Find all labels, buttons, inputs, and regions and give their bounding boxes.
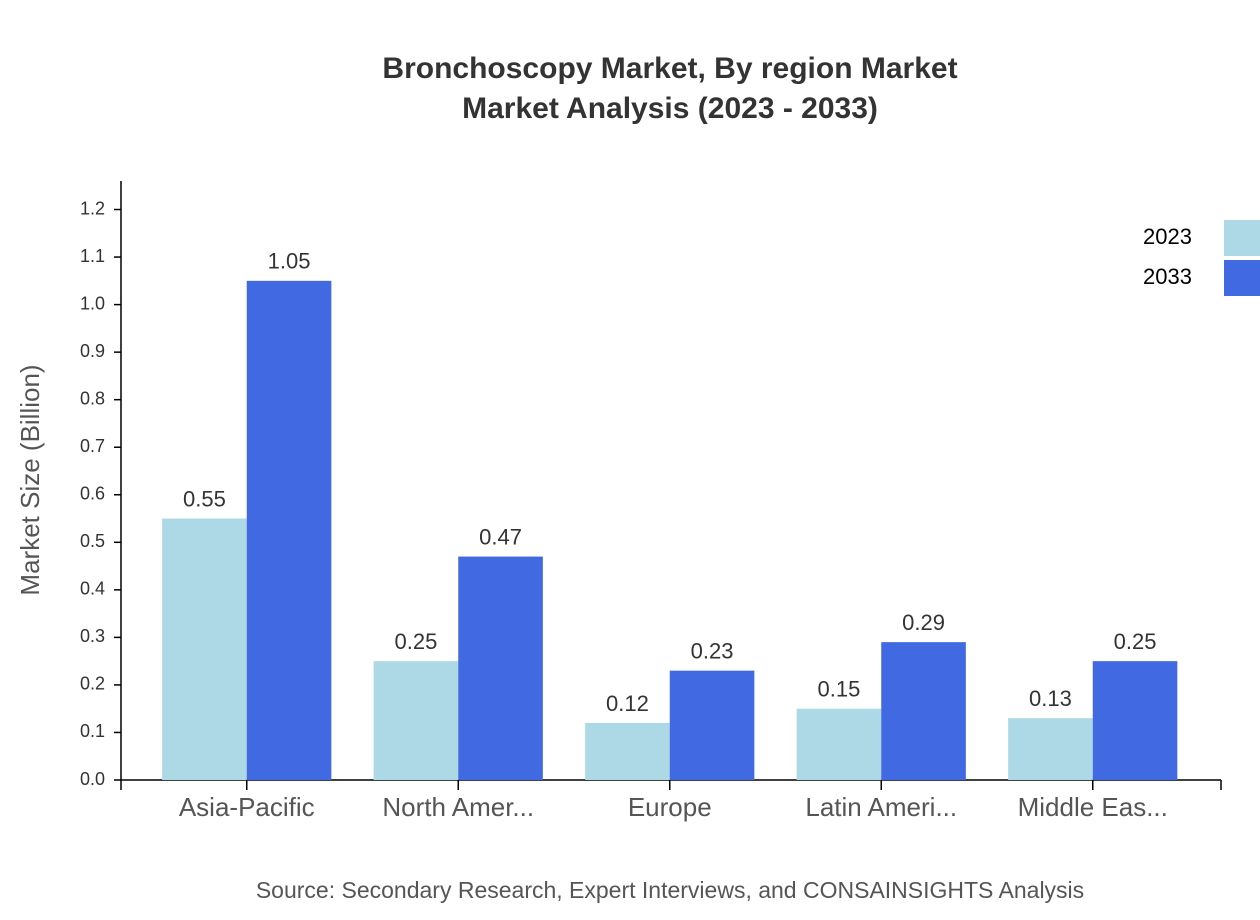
value-label: 0.15 <box>818 677 861 702</box>
bar <box>585 722 670 780</box>
source-note: Source: Secondary Research, Expert Inter… <box>256 877 1084 903</box>
y-tick-label: 0.5 <box>80 531 105 551</box>
bar <box>458 556 543 780</box>
bar <box>373 661 459 780</box>
value-label: 0.12 <box>606 691 649 716</box>
chart-title: Market Analysis (2023 - 2033) <box>462 92 878 125</box>
y-tick-label: 0.3 <box>80 626 105 646</box>
y-tick-label: 0.1 <box>80 721 105 741</box>
x-tick-label: Asia-Pacific <box>179 792 315 822</box>
bar <box>1008 718 1093 780</box>
value-label: 1.05 <box>268 249 311 274</box>
y-tick-label: 0.6 <box>80 484 105 504</box>
bar <box>1092 661 1178 780</box>
legend-swatch <box>1224 220 1260 256</box>
x-tick-label: Europe <box>628 792 712 822</box>
value-label: 0.55 <box>183 486 226 511</box>
legend-label: 2033 <box>1143 264 1192 289</box>
x-tick-label: Latin Ameri... <box>805 792 957 822</box>
y-tick-label: 0.2 <box>80 674 105 694</box>
x-tick-label: North Amer... <box>382 792 534 822</box>
value-label: 0.13 <box>1029 686 1072 711</box>
y-tick-label: 1.1 <box>80 246 105 266</box>
value-label: 0.29 <box>902 610 945 635</box>
bar <box>669 670 755 780</box>
y-tick-label: 0.9 <box>80 341 105 361</box>
bar <box>796 708 882 780</box>
y-tick-label: 0.7 <box>80 436 105 456</box>
y-tick-label: 0.8 <box>80 388 105 408</box>
chart-title: Bronchoscopy Market, By region Market <box>382 52 957 85</box>
y-tick-label: 1.0 <box>80 293 105 313</box>
y-tick-label: 0.0 <box>80 769 105 789</box>
value-label: 0.47 <box>479 524 522 549</box>
y-tick-label: 0.4 <box>80 579 105 599</box>
x-tick-label: Middle Eas... <box>1018 792 1168 822</box>
legend-label: 2023 <box>1143 224 1192 249</box>
bar <box>246 280 332 780</box>
bar <box>881 642 966 780</box>
value-label: 0.25 <box>1114 629 1157 654</box>
value-label: 0.25 <box>395 629 438 654</box>
bar <box>162 518 247 780</box>
legend-swatch <box>1224 260 1260 296</box>
y-axis-label: Market Size (Billion) <box>15 364 45 595</box>
y-tick-label: 1.2 <box>80 198 105 218</box>
value-label: 0.23 <box>691 638 734 663</box>
